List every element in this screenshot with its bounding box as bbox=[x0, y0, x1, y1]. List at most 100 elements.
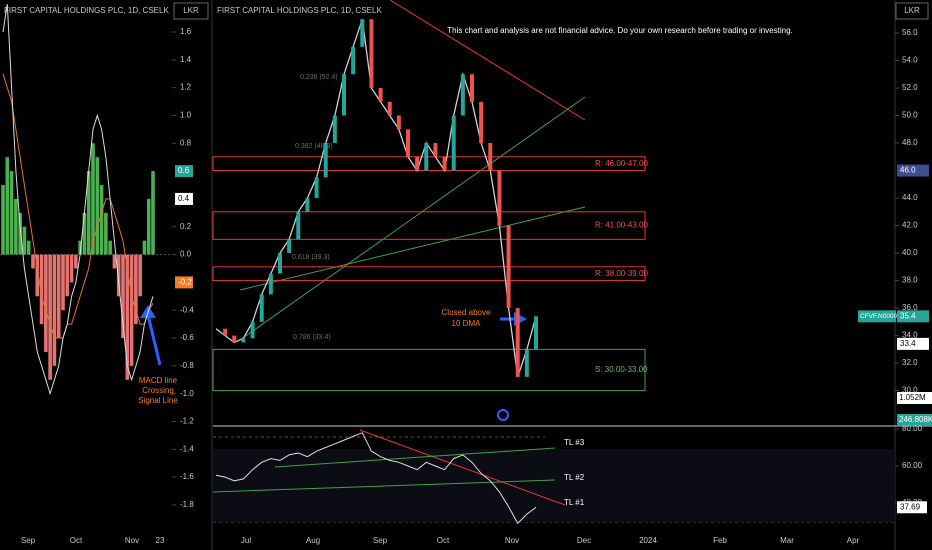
histogram-bar bbox=[22, 226, 27, 255]
x-tick-label: Dec bbox=[577, 536, 591, 545]
zone bbox=[212, 348, 646, 392]
histogram-bar bbox=[108, 240, 112, 255]
histogram-bar bbox=[138, 254, 142, 297]
main-currency: LKR bbox=[904, 6, 920, 15]
trendline-label: TL #3 bbox=[564, 438, 585, 447]
fib-label: 0.618 (39.3) bbox=[292, 254, 330, 261]
candle bbox=[250, 321, 255, 339]
candle bbox=[268, 273, 273, 295]
annotation: Crossing bbox=[142, 386, 174, 395]
ticker-label: CFVF.N0000 bbox=[860, 313, 898, 320]
histogram-bar bbox=[31, 254, 35, 269]
x-tick-label: Mar bbox=[780, 536, 794, 545]
candle bbox=[470, 74, 474, 102]
x-tick-label: Nov bbox=[125, 536, 139, 545]
value-badge-label: 0.6 bbox=[178, 166, 190, 175]
y-tick-label: 80.00 bbox=[902, 424, 923, 433]
y-tick-label: 56.0 bbox=[902, 28, 918, 37]
y-tick-label: -0.8 bbox=[180, 361, 194, 370]
volume-badge-label: 1.052M bbox=[899, 393, 926, 402]
annotation: Closed above bbox=[442, 308, 491, 317]
candle bbox=[451, 115, 456, 171]
candle bbox=[351, 46, 356, 75]
histogram-bar bbox=[52, 254, 57, 366]
x-tick-label: 23 bbox=[156, 536, 165, 545]
candle bbox=[479, 101, 484, 144]
fib-label: 0.236 (52.4) bbox=[300, 74, 338, 81]
y-tick-label: 34.0 bbox=[902, 331, 918, 340]
y-tick-label: 1.2 bbox=[180, 83, 192, 92]
y-tick-label: 42.0 bbox=[902, 221, 918, 230]
y-tick-label: -0.4 bbox=[180, 305, 194, 314]
y-tick-label: 1.6 bbox=[180, 27, 192, 36]
price-badge-label: 35.4 bbox=[900, 311, 916, 320]
zone bbox=[212, 156, 646, 172]
histogram-bar bbox=[82, 212, 87, 255]
trendline-label: TL #1 bbox=[564, 498, 585, 507]
main-header: FIRST CAPITAL HOLDINGS PLC, 1D, CSELK bbox=[217, 6, 382, 15]
histogram-bar bbox=[35, 254, 40, 297]
x-tick-label: Nov bbox=[505, 536, 519, 545]
volume-badge bbox=[897, 392, 932, 404]
price-badge-label: 46.0 bbox=[900, 166, 916, 175]
annotation: 10 DMA bbox=[452, 319, 482, 328]
marker bbox=[497, 409, 509, 421]
histogram-bar bbox=[5, 157, 10, 255]
y-tick-label: -1.4 bbox=[180, 444, 194, 453]
candle bbox=[442, 156, 447, 171]
y-tick-label: 60.00 bbox=[902, 461, 923, 470]
histogram-bar bbox=[26, 240, 31, 255]
histogram-bar bbox=[9, 171, 14, 255]
candle bbox=[433, 143, 438, 157]
y-tick-label: 40.0 bbox=[902, 248, 918, 257]
rsi-line bbox=[215, 432, 537, 525]
currency-box bbox=[895, 2, 929, 20]
fib-label: 0.382 (48.9) bbox=[295, 143, 333, 150]
histogram-bar bbox=[112, 254, 117, 269]
annotation: Signal Line bbox=[138, 396, 178, 405]
candle bbox=[323, 143, 328, 178]
signal-line bbox=[2, 73, 154, 339]
x-tick-label: Aug bbox=[306, 536, 320, 545]
histogram-bar bbox=[48, 254, 52, 380]
volume-badge bbox=[897, 414, 932, 426]
candle bbox=[378, 88, 383, 102]
histogram-bar bbox=[95, 157, 100, 255]
candle bbox=[287, 239, 292, 254]
trend-line bbox=[239, 96, 586, 341]
candle bbox=[296, 211, 301, 240]
histogram-bar bbox=[44, 254, 48, 352]
volume-badge-label: 246.808K bbox=[899, 415, 932, 424]
rsi-badge-label: 37.69 bbox=[900, 502, 921, 511]
zone bbox=[212, 266, 646, 282]
candle bbox=[534, 316, 538, 350]
zone-label: R: 38.00-39.00 bbox=[595, 269, 648, 278]
histogram-bar bbox=[104, 212, 108, 255]
candle bbox=[278, 253, 282, 274]
candle bbox=[524, 349, 529, 377]
value-badge bbox=[175, 165, 193, 178]
y-tick-label: 0.2 bbox=[180, 222, 192, 231]
x-tick-label: Sep bbox=[373, 536, 388, 545]
histogram-bar bbox=[146, 198, 151, 255]
histogram-bar bbox=[65, 254, 70, 297]
price-badge bbox=[897, 310, 929, 323]
histogram-bar bbox=[129, 254, 134, 366]
x-tick-label: Jul bbox=[241, 536, 251, 545]
y-tick-label: 32.0 bbox=[902, 358, 918, 367]
x-tick-label: Feb bbox=[713, 536, 727, 545]
left-currency: LKR bbox=[183, 6, 199, 15]
value-badge bbox=[175, 276, 193, 289]
fib-label: 0.786 (33.4) bbox=[293, 334, 331, 341]
x-tick-label: Apr bbox=[847, 536, 860, 545]
y-tick-label: 36.0 bbox=[902, 303, 918, 312]
y-tick-label: -1.8 bbox=[180, 500, 194, 509]
histogram-bar bbox=[1, 185, 5, 255]
histogram-bar bbox=[61, 254, 65, 311]
candle bbox=[232, 335, 237, 343]
histogram-bar bbox=[99, 185, 104, 255]
candle bbox=[488, 143, 493, 171]
x-tick-label: Oct bbox=[70, 536, 83, 545]
candle bbox=[460, 74, 465, 116]
